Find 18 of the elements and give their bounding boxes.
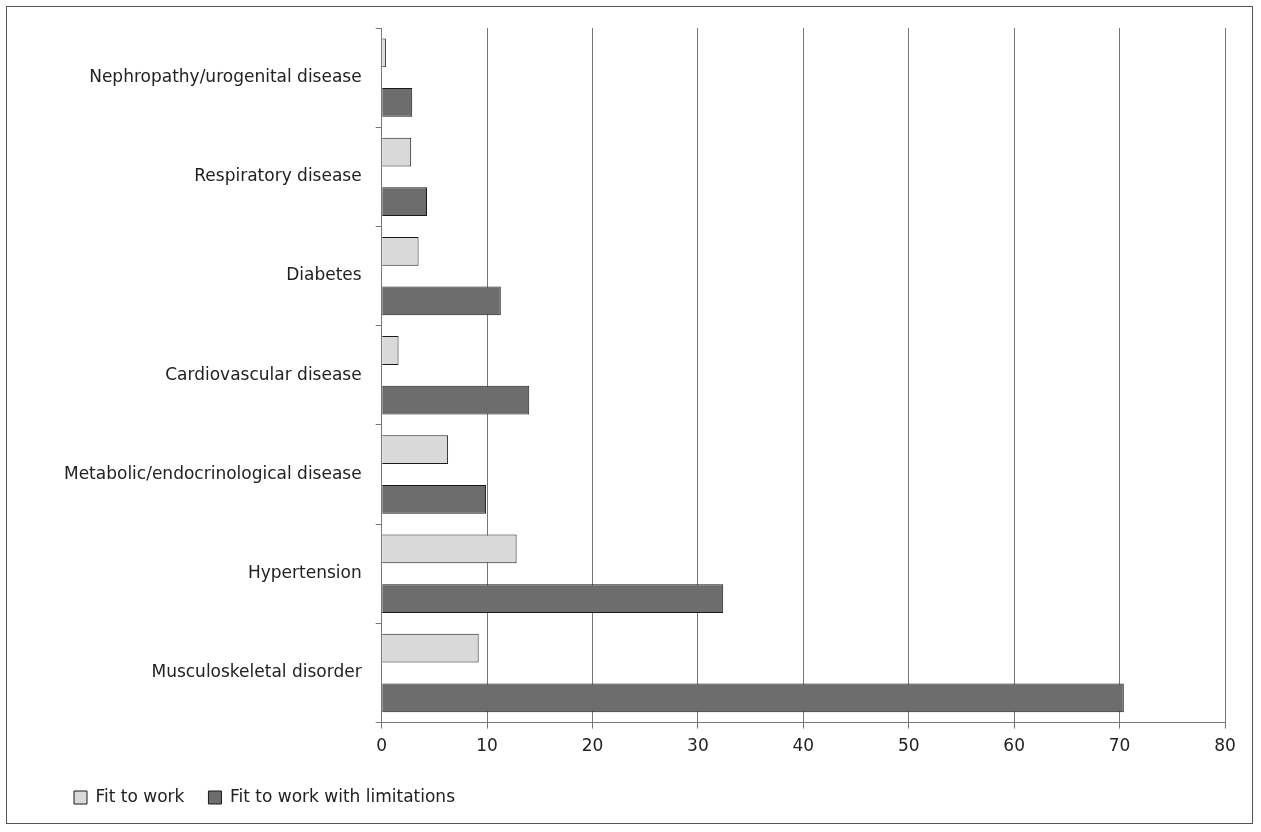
y-tick-label: Hypertension [247,562,362,583]
x-tick-label: 60 [1003,735,1025,756]
x-tick-label: 70 [1108,735,1131,756]
y-tick-label: Respiratory disease [194,165,362,186]
y-tick-label: Musculoskeletal disorder [151,661,362,682]
y-tick-label: Diabetes [286,264,362,285]
legend-label: Fit to work with limitations [229,785,456,806]
x-tick-label: 20 [581,735,604,756]
y-tick-label: Nephropathy/urogenital disease [89,66,362,87]
x-tick-label: 80 [1214,735,1236,756]
x-tick-label: 10 [476,735,498,756]
x-tick-label: 0 [376,735,388,756]
y-tick-label: Metabolic/endocrinological disease [63,462,362,483]
x-tick-label: 30 [687,735,709,756]
y-tick-label: Cardiovascular disease [165,363,362,384]
x-tick-label: 50 [897,735,920,756]
x-tick-label: 40 [792,735,815,756]
legend-label: Fit to work [95,785,185,806]
